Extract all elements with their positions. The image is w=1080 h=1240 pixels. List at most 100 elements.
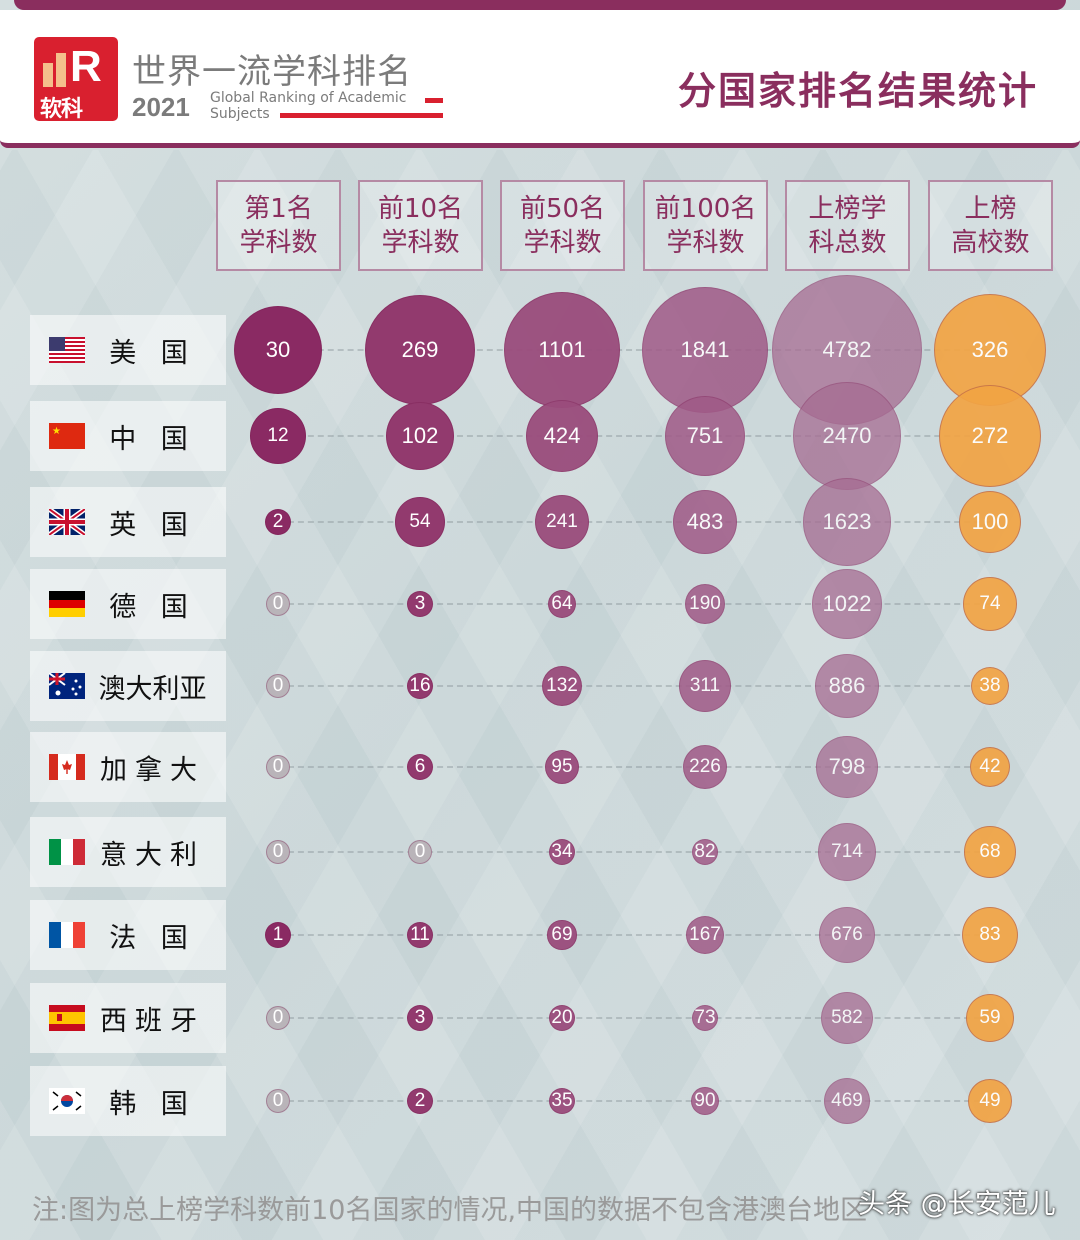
data-bubble: 12: [250, 408, 306, 464]
data-bubble: 886: [814, 653, 880, 719]
data-bubble: 100: [958, 490, 1021, 553]
data-bubble: 34: [549, 839, 575, 865]
au-flag-icon: [49, 673, 85, 699]
column-header: 上榜学 科总数: [785, 180, 910, 271]
subtitle-en-2: Subjects: [210, 106, 270, 122]
country-name: 法 国: [109, 922, 196, 954]
subtitle-en-1: Global Ranking of Academic: [210, 90, 407, 106]
country-name: 意大利: [100, 839, 205, 871]
country-label: 加拿大: [30, 732, 226, 802]
data-bubble: 0: [266, 592, 290, 616]
data-bubble: 311: [679, 660, 731, 712]
data-bubble: 73: [692, 1005, 718, 1031]
data-bubble: 49: [968, 1079, 1012, 1123]
it-flag-icon: [49, 839, 85, 865]
data-bubble: 1623: [803, 478, 891, 566]
logo-text: 软科: [40, 97, 83, 122]
data-bubble: 226: [682, 744, 728, 790]
year: 2021: [132, 92, 190, 122]
column-header: 第1名 学科数: [216, 180, 341, 271]
fr-flag-icon: [49, 922, 85, 948]
red-line: [280, 113, 443, 118]
data-bubble: 35: [549, 1088, 575, 1114]
svg-text:★: ★: [52, 426, 61, 437]
kr-flag-icon: [49, 1088, 85, 1114]
data-bubble: 582: [820, 991, 874, 1045]
data-bubble: 64: [548, 590, 576, 618]
data-bubble: 241: [534, 494, 590, 550]
data-bubble: 1022: [812, 569, 882, 639]
data-bubble: 2: [407, 1088, 433, 1114]
country-name: 英 国: [109, 509, 196, 541]
column-header: 上榜 高校数: [928, 180, 1053, 271]
data-bubble: 38: [970, 666, 1010, 706]
ranking-logo: R 软科: [34, 37, 118, 122]
de-flag-icon: [49, 591, 85, 617]
header: R 软科 世界一流学科排名 2021 Global Ranking of Aca…: [0, 10, 1080, 148]
data-bubble: 83: [961, 906, 1019, 964]
data-bubble: 714: [818, 823, 876, 881]
data-bubble: 0: [266, 674, 290, 698]
row-guide-line: [278, 521, 990, 523]
country-label: 意大利: [30, 817, 226, 887]
data-bubble: 102: [386, 402, 454, 470]
data-bubble: 6: [407, 754, 433, 780]
row-guide-line: [278, 851, 990, 853]
country-label: 美 国: [30, 315, 226, 385]
country-label: 韩 国: [30, 1066, 226, 1136]
country-label: 法 国: [30, 900, 226, 970]
country-label: 英 国: [30, 487, 226, 557]
data-bubble: 269: [365, 295, 475, 405]
us-flag-icon: [49, 337, 85, 363]
data-bubble: 132: [541, 665, 583, 707]
data-bubble: 1: [265, 922, 291, 948]
footnote: 注:图为总上榜学科数前10名国家的情况,中国的数据不包含港澳台地区: [32, 1195, 868, 1226]
red-line: [425, 98, 443, 103]
data-bubble: 483: [672, 489, 738, 555]
data-bubble: 0: [266, 755, 290, 779]
gb-flag-icon: [49, 509, 85, 535]
data-bubble: 272: [938, 384, 1042, 488]
country-name: 加拿大: [100, 754, 205, 786]
column-header: 前50名 学科数: [500, 180, 625, 271]
data-bubble: 1841: [642, 287, 768, 413]
data-bubble: 16: [406, 672, 434, 700]
data-bubble: 74: [963, 577, 1017, 631]
data-bubble: 2: [265, 509, 291, 535]
country-name: 韩 国: [109, 1088, 196, 1120]
country-name: 西班牙: [100, 1005, 205, 1037]
chart-title: 分国家排名结果统计: [677, 69, 1038, 113]
data-bubble: 20: [549, 1005, 575, 1031]
data-bubble: 11: [407, 922, 433, 948]
row-guide-line: [278, 603, 990, 605]
ca-flag-icon: [49, 754, 85, 780]
country-label: 德 国: [30, 569, 226, 639]
data-bubble: 69: [547, 920, 577, 950]
column-header: 前100名 学科数: [643, 180, 768, 271]
data-bubble: 2470: [793, 382, 901, 490]
data-bubble: 0: [408, 840, 432, 864]
country-name: 中 国: [109, 423, 196, 455]
data-bubble: 0: [266, 1089, 290, 1113]
country-name: 澳大利亚: [98, 673, 207, 705]
row-guide-line: [278, 1017, 990, 1019]
data-bubble: 676: [818, 906, 876, 964]
data-bubble: 30: [234, 306, 322, 394]
data-bubble: 82: [691, 838, 719, 866]
country-label: 澳大利亚: [30, 651, 226, 721]
country-label: ★ 中 国: [30, 401, 226, 471]
data-bubble: 167: [686, 916, 724, 954]
top-bar: [14, 0, 1066, 10]
row-guide-line: [278, 1100, 990, 1102]
data-bubble: 59: [966, 994, 1014, 1042]
data-bubble: 54: [395, 497, 445, 547]
data-bubble: 42: [969, 746, 1011, 788]
cn-flag-icon: ★: [49, 423, 85, 449]
data-bubble: 95: [544, 749, 580, 785]
row-guide-line: [278, 685, 990, 687]
data-bubble: 424: [526, 400, 598, 472]
row-guide-line: [278, 934, 990, 936]
country-name: 德 国: [109, 591, 196, 623]
data-bubble: 469: [823, 1077, 871, 1125]
data-bubble: 190: [684, 583, 726, 625]
